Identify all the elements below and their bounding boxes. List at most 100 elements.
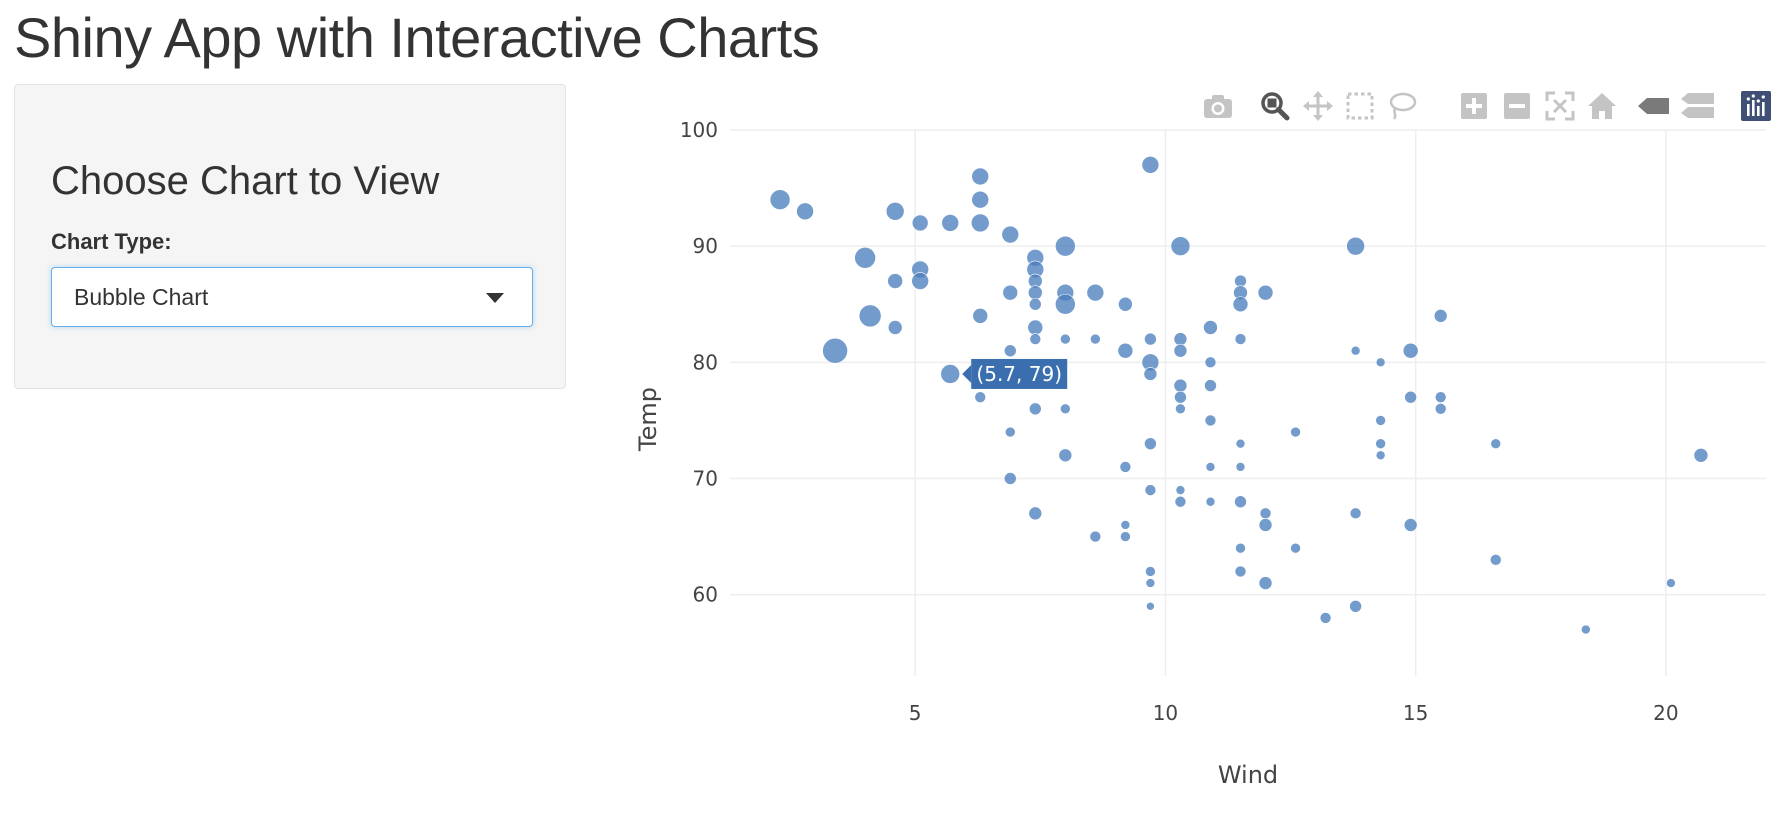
hover-closest-button[interactable]: [1636, 88, 1672, 124]
bubble-point[interactable]: [822, 337, 848, 364]
download-plot-button[interactable]: [1200, 88, 1236, 124]
bubble-point[interactable]: [940, 364, 961, 384]
bubble-chart[interactable]: 5 10 15 20 60 70 80 90 100 Wind Temp (5.7, 79): [620, 110, 1780, 810]
bubble-point[interactable]: [1258, 576, 1273, 590]
bubble-point[interactable]: [911, 214, 929, 232]
bubble-point[interactable]: [1117, 342, 1134, 359]
bubble-point[interactable]: [1173, 332, 1188, 346]
bubble-point[interactable]: [1143, 367, 1158, 381]
bubble-point[interactable]: [1235, 542, 1246, 554]
bubble-point[interactable]: [1350, 345, 1361, 356]
bubble-point[interactable]: [854, 246, 876, 269]
bubble-point[interactable]: [1089, 530, 1102, 543]
bubble-point[interactable]: [1002, 284, 1019, 301]
bubble-point[interactable]: [1489, 554, 1502, 566]
bubble-point[interactable]: [1235, 438, 1246, 449]
bubble-point[interactable]: [1319, 612, 1332, 624]
bubble-point[interactable]: [1205, 462, 1216, 472]
bubble-point[interactable]: [1003, 344, 1017, 358]
bubble-point[interactable]: [1086, 283, 1105, 302]
bubble-point[interactable]: [1174, 495, 1187, 508]
bubble-point[interactable]: [1028, 506, 1043, 521]
bubble-point[interactable]: [1055, 235, 1076, 257]
zoom-out-button[interactable]: [1499, 88, 1535, 124]
bubble-point[interactable]: [1349, 599, 1362, 613]
bubble-point[interactable]: [1027, 319, 1044, 336]
bubble-point[interactable]: [1490, 438, 1502, 449]
bubble-point[interactable]: [1144, 484, 1157, 496]
bubble-point[interactable]: [887, 273, 903, 289]
bubble-point[interactable]: [1290, 542, 1301, 554]
bubble-point[interactable]: [1204, 379, 1217, 392]
bubble-point[interactable]: [1175, 485, 1186, 495]
bubble-point[interactable]: [1174, 390, 1187, 404]
bubble-point[interactable]: [1434, 391, 1447, 403]
bubble-point[interactable]: [1120, 520, 1131, 530]
lasso-select-button[interactable]: [1384, 88, 1420, 124]
bubble-point[interactable]: [1581, 624, 1591, 635]
bubble-point[interactable]: [1234, 565, 1247, 578]
bubble-point[interactable]: [1170, 236, 1191, 256]
bubble-point[interactable]: [1060, 403, 1071, 415]
bubble-point[interactable]: [1144, 332, 1157, 346]
bubble-point[interactable]: [1349, 507, 1362, 520]
bubble-point[interactable]: [1145, 578, 1156, 588]
zoom-in-button[interactable]: [1456, 88, 1492, 124]
bubble-point[interactable]: [1258, 518, 1273, 532]
bubble-point[interactable]: [971, 190, 990, 209]
bubble-point[interactable]: [1029, 333, 1042, 345]
bubble-point[interactable]: [1058, 448, 1073, 463]
bubble-point[interactable]: [1090, 333, 1101, 345]
bubble-point[interactable]: [1259, 507, 1272, 520]
bubble-point[interactable]: [1003, 472, 1017, 485]
bubble-point[interactable]: [1693, 447, 1709, 463]
bubble-point[interactable]: [1404, 390, 1417, 404]
bubble-point[interactable]: [1120, 531, 1131, 542]
bubble-point[interactable]: [1433, 309, 1448, 323]
bubble-point[interactable]: [1144, 437, 1157, 450]
bubble-point[interactable]: [1402, 342, 1419, 359]
bubble-point[interactable]: [1234, 333, 1247, 345]
bubble-point[interactable]: [911, 272, 929, 290]
bubble-point[interactable]: [1375, 438, 1386, 449]
bubble-point[interactable]: [970, 213, 990, 233]
bubble-point[interactable]: [1290, 426, 1301, 438]
bubble-point[interactable]: [885, 202, 905, 221]
bubble-point[interactable]: [1204, 414, 1217, 427]
bubble-point[interactable]: [769, 189, 791, 211]
autoscale-button[interactable]: [1542, 88, 1578, 124]
bubble-point[interactable]: [1235, 462, 1246, 472]
bubble-point[interactable]: [1001, 225, 1020, 244]
bubble-point[interactable]: [1666, 578, 1676, 588]
bubble-point[interactable]: [1257, 284, 1274, 301]
bubble-point[interactable]: [796, 202, 814, 221]
bubble-point[interactable]: [1234, 274, 1247, 288]
bubble-point[interactable]: [1203, 320, 1218, 335]
bubble-point[interactable]: [1175, 403, 1186, 415]
box-select-button[interactable]: [1342, 88, 1378, 124]
bubble-point[interactable]: [1028, 402, 1042, 416]
bubble-point[interactable]: [1119, 461, 1132, 473]
bubble-point[interactable]: [1232, 296, 1249, 313]
bubble-point[interactable]: [1173, 378, 1188, 393]
pan-button[interactable]: [1300, 88, 1336, 124]
bubble-point[interactable]: [1346, 236, 1365, 256]
bubble-point[interactable]: [858, 304, 882, 328]
bubble-point[interactable]: [1375, 357, 1386, 368]
bubble-point[interactable]: [887, 320, 903, 335]
reset-axes-button[interactable]: [1584, 88, 1620, 124]
bubble-point[interactable]: [971, 167, 990, 186]
bubble-point[interactable]: [1375, 415, 1386, 426]
plotly-logo-link[interactable]: [1738, 88, 1774, 124]
bubble-point[interactable]: [972, 308, 989, 324]
bubble-point[interactable]: [1234, 495, 1247, 509]
bubble-point[interactable]: [1004, 426, 1016, 438]
bubble-point[interactable]: [941, 214, 960, 232]
bubble-point[interactable]: [1027, 285, 1043, 300]
bubble-point[interactable]: [1403, 518, 1418, 532]
bubble-point[interactable]: [1205, 496, 1216, 507]
bubble-point[interactable]: [1028, 297, 1042, 311]
bubble-point[interactable]: [1375, 450, 1386, 461]
bubble-point[interactable]: [974, 391, 987, 403]
bubble-point[interactable]: [1118, 296, 1133, 312]
